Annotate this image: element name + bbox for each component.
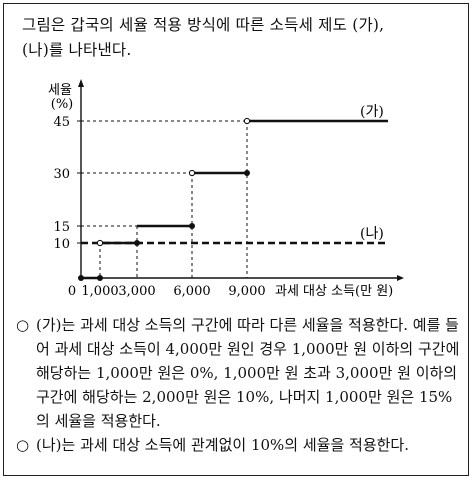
- y-tick-label: 15: [53, 220, 70, 235]
- x-tick-label: 3,000: [118, 284, 155, 299]
- y-axis-label: 세율: [48, 83, 72, 98]
- closed-point: [244, 170, 250, 176]
- note-2: ○ (나)는 과세 대상 소득에 관계없이 10%의 세율을 적용한다.: [16, 433, 466, 457]
- y-tick-label: 30: [53, 167, 70, 182]
- chart-guides: [81, 120, 248, 278]
- note-2-text: (나)는 과세 대상 소득에 관계없이 10%의 세율을 적용한다.: [36, 436, 409, 454]
- x-tick-label: 6,000: [173, 284, 210, 299]
- problem-intro: 그림은 갑국의 세율 적용 방식에 따른 소득세 제도 (가), (나)를 나타…: [22, 13, 462, 63]
- note-1-text: (가)는 과세 대상 소득의 구간에 따라 다른 세율을 적용한다. 예를 들어…: [36, 316, 460, 430]
- problem-frame: [3, 3, 469, 476]
- open-point: [188, 169, 196, 177]
- bullet-icon: ○: [16, 436, 30, 454]
- closed-point: [134, 240, 140, 246]
- tax-rate-chart: 세율(%) 과세 대상 소득(만 원) 0 10 15 30 45 1,000 3,000 6,0…: [48, 79, 404, 299]
- chart-series: [78, 117, 388, 281]
- series-label-na: (나): [360, 226, 384, 242]
- y-axis-unit-label: (%): [51, 97, 74, 112]
- closed-point: [189, 223, 195, 229]
- x-axis-label: 과세 대상 소득(만 원): [275, 284, 393, 299]
- closed-point: [97, 275, 103, 281]
- closed-point: [78, 275, 84, 281]
- intro-line-1: 그림은 갑국의 세율 적용 방식에 따른 소득세 제도 (가),: [22, 16, 385, 34]
- chart-axes: [77, 79, 404, 281]
- open-point: [96, 239, 104, 247]
- chart-labels: 세율(%) 과세 대상 소득(만 원) 0 10 15 30 45 1,000 3,000 6,0…: [48, 83, 393, 299]
- x-tick-label: 1,000: [81, 284, 118, 299]
- origin-label: 0: [68, 284, 76, 299]
- y-tick-label: 45: [53, 115, 70, 130]
- bullet-icon: ○: [16, 316, 30, 334]
- y-tick-label: 10: [53, 237, 70, 252]
- x-axis-arrow: [397, 275, 404, 281]
- notes: ○ (가)는 과세 대상 소득의 구간에 따라 다른 세율을 적용한다. 예를 …: [16, 313, 466, 457]
- x-tick-label: 9,000: [228, 284, 265, 299]
- series-label-ga: (가): [360, 104, 384, 120]
- note-1: ○ (가)는 과세 대상 소득의 구간에 따라 다른 세율을 적용한다. 예를 …: [16, 313, 466, 433]
- open-point: [243, 117, 251, 125]
- y-axis-arrow: [78, 79, 84, 87]
- intro-line-2: (나)를 나타낸다.: [22, 41, 132, 59]
